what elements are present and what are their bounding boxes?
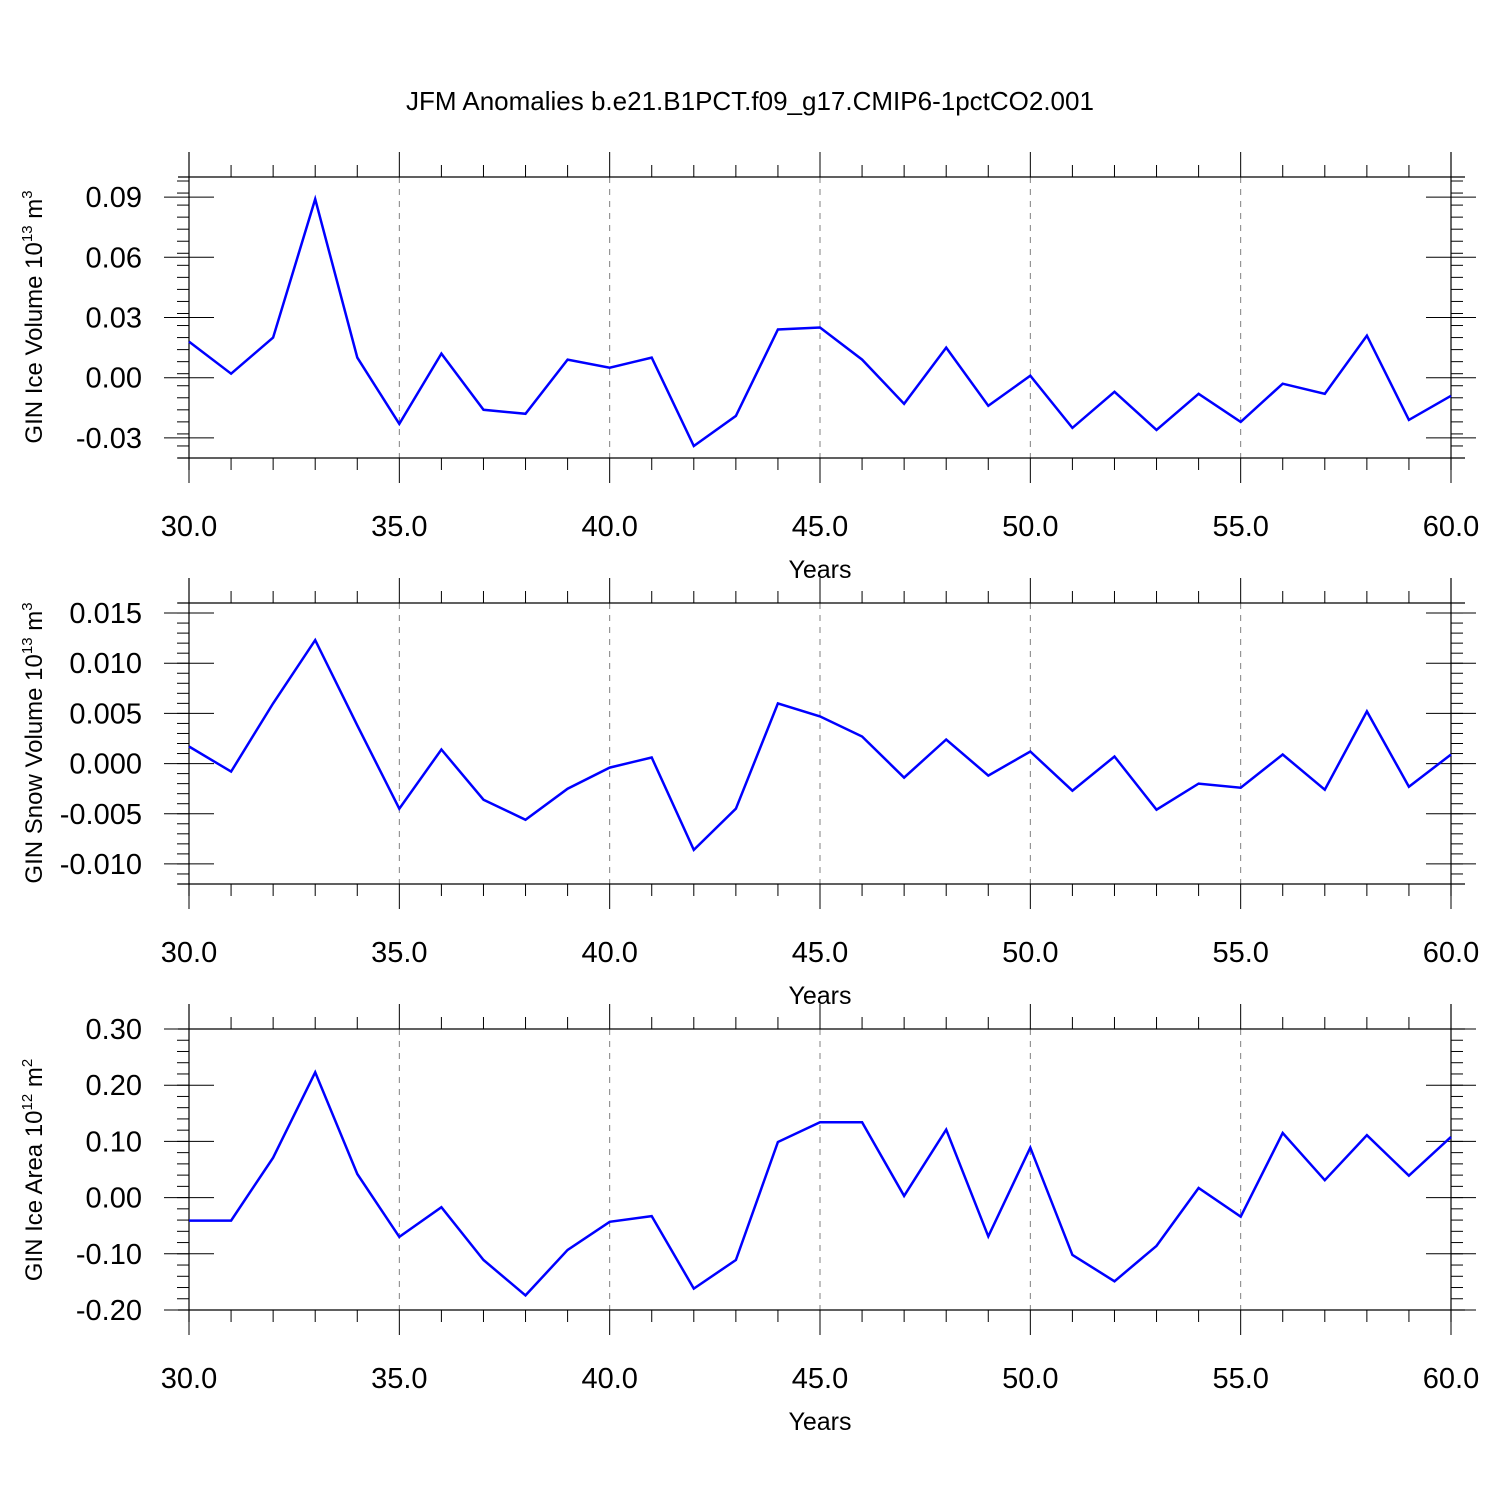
x-tick-label: 45.0 <box>792 937 848 969</box>
y-tick-label: 0.03 <box>86 303 142 335</box>
y-tick-label: 0.00 <box>86 363 142 395</box>
panel-snow-volume: -0.010 -0.005 0.000 0.005 0.010 0.015 30.0 35.0… <box>19 578 1479 1010</box>
x-tick-label: 55.0 <box>1212 1363 1268 1395</box>
y-tick-label: 0.06 <box>86 242 142 274</box>
x-tick-label: 55.0 <box>1212 937 1268 969</box>
y-tick-label: -0.03 <box>76 423 142 455</box>
x-tick-label: 35.0 <box>371 937 427 969</box>
y-tick-label: 0.00 <box>86 1183 142 1215</box>
y-tick-label: -0.20 <box>76 1295 142 1327</box>
x-tick-label: 30.0 <box>161 1363 217 1395</box>
x-tick-label: 50.0 <box>1002 1363 1058 1395</box>
y-tick-label: 0.30 <box>86 1014 142 1046</box>
series-line <box>188 637 1452 853</box>
y-tick-label: 0.005 <box>69 698 142 730</box>
y-tick-label: 0.10 <box>86 1126 142 1158</box>
x-tick-label: 40.0 <box>581 511 637 543</box>
x-tick-label: 55.0 <box>1212 511 1268 543</box>
panel-ice-area: -0.20 -0.10 0.00 0.10 0.20 0.30 30.0 35.0 40.0 45… <box>19 1004 1479 1436</box>
y-tick-label: 0.000 <box>69 749 142 781</box>
x-tick-label: 40.0 <box>581 1363 637 1395</box>
x-tick-label: 45.0 <box>792 1363 848 1395</box>
x-tick-label: 35.0 <box>371 1363 427 1395</box>
x-tick-label: 30.0 <box>161 511 217 543</box>
y-tick-label: -0.005 <box>60 799 142 831</box>
x-tick-label: 35.0 <box>371 511 427 543</box>
y-tick-label: 0.010 <box>69 648 142 680</box>
x-tick-label: 30.0 <box>161 937 217 969</box>
panel-ice-volume: -0.03 0.00 0.03 0.06 0.09 30.0 35.0 40.0 45.0 50.… <box>19 152 1479 584</box>
y-tick-label: 0.015 <box>69 598 142 630</box>
x-tick-label: 45.0 <box>792 511 848 543</box>
y-tick-label: -0.10 <box>76 1239 142 1271</box>
x-axis-label: Years <box>788 1408 851 1436</box>
series-line <box>189 1069 1452 1298</box>
x-tick-label: 50.0 <box>1002 511 1058 543</box>
x-tick-label: 60.0 <box>1423 1363 1479 1395</box>
y-tick-label: 0.09 <box>86 182 142 214</box>
chart-title: JFM Anomalies b.e21.B1PCT.f09_g17.CMIP6-… <box>406 86 1094 116</box>
y-tick-label: 0.20 <box>86 1070 142 1102</box>
x-tick-label: 60.0 <box>1423 511 1479 543</box>
y-axis-label: GIN Ice Volume 1013 m3 <box>19 190 48 443</box>
x-tick-label: 50.0 <box>1002 937 1058 969</box>
y-axis-label: GIN Ice Area 1012 m2 <box>19 1059 48 1281</box>
x-tick-label: 60.0 <box>1423 937 1479 969</box>
series-line <box>188 194 1452 448</box>
x-tick-label: 40.0 <box>581 937 637 969</box>
y-axis-label: GIN Snow Volume 1013 m3 <box>19 602 48 883</box>
y-tick-label: -0.010 <box>60 849 142 881</box>
